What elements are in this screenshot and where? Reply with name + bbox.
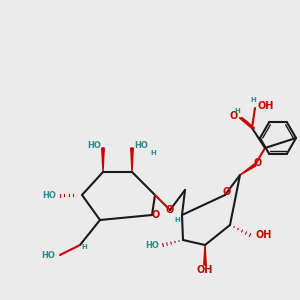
Text: OH: OH bbox=[257, 101, 273, 111]
Polygon shape bbox=[204, 245, 206, 265]
Text: H: H bbox=[150, 150, 156, 156]
Text: O: O bbox=[166, 205, 174, 215]
Text: O: O bbox=[152, 210, 160, 220]
Text: OH: OH bbox=[255, 230, 272, 240]
Polygon shape bbox=[240, 164, 256, 175]
Text: HO: HO bbox=[42, 190, 56, 200]
Text: O: O bbox=[230, 111, 238, 121]
Text: HO: HO bbox=[145, 241, 159, 250]
Text: H: H bbox=[81, 244, 87, 250]
Polygon shape bbox=[131, 148, 133, 172]
Text: HO: HO bbox=[41, 250, 55, 260]
Text: HO: HO bbox=[134, 140, 148, 149]
Text: HO: HO bbox=[87, 140, 101, 149]
Text: H: H bbox=[174, 217, 180, 223]
Text: H: H bbox=[250, 97, 256, 103]
Text: H: H bbox=[234, 108, 240, 114]
Polygon shape bbox=[102, 148, 104, 172]
Text: OH: OH bbox=[197, 265, 213, 275]
Text: O: O bbox=[254, 158, 262, 168]
Text: O: O bbox=[223, 187, 231, 197]
